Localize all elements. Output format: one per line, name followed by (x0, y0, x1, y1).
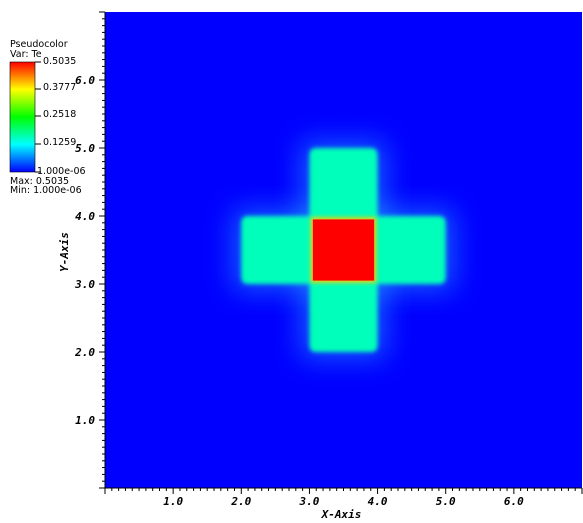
x-tick-label: 1.0 (163, 495, 183, 508)
x-tick-label: 4.0 (368, 495, 388, 508)
x-tick-label: 5.0 (436, 495, 456, 508)
hot-core (312, 219, 375, 281)
colorbar (9, 61, 36, 173)
y-axis-title: Y-Axis (58, 232, 71, 272)
y-tick-label: 4.0 (75, 210, 95, 223)
y-tick-label: 3.0 (74, 278, 95, 291)
legend-var-label: Var: Te (10, 49, 42, 60)
colorbar-tick-label: 0.1259 (43, 137, 77, 148)
colorbar-tick-label: 1.000e-06 (37, 166, 86, 177)
legend-min-label: Min: 1.000e-06 (10, 185, 82, 196)
y-tick-label: 6.0 (75, 74, 95, 87)
x-axis-title: X-Axis (321, 508, 362, 521)
y-tick-label: 5.0 (75, 142, 95, 155)
y-tick-label: 1.0 (75, 414, 95, 427)
legend-title: Pseudocolor (10, 39, 68, 50)
colorbar-tick-label: 0.3777 (43, 82, 77, 93)
x-tick-label: 6.0 (504, 495, 524, 508)
colorbar-tick-label: 0.5035 (43, 56, 77, 67)
x-tick-label: 2.0 (230, 495, 251, 508)
y-tick-label: 2.0 (74, 346, 95, 359)
colorbar-tick-label: 0.2518 (43, 109, 77, 120)
x-tick-label: 3.0 (298, 495, 319, 508)
legend-max-label: Max: 0.5035 (10, 176, 70, 187)
